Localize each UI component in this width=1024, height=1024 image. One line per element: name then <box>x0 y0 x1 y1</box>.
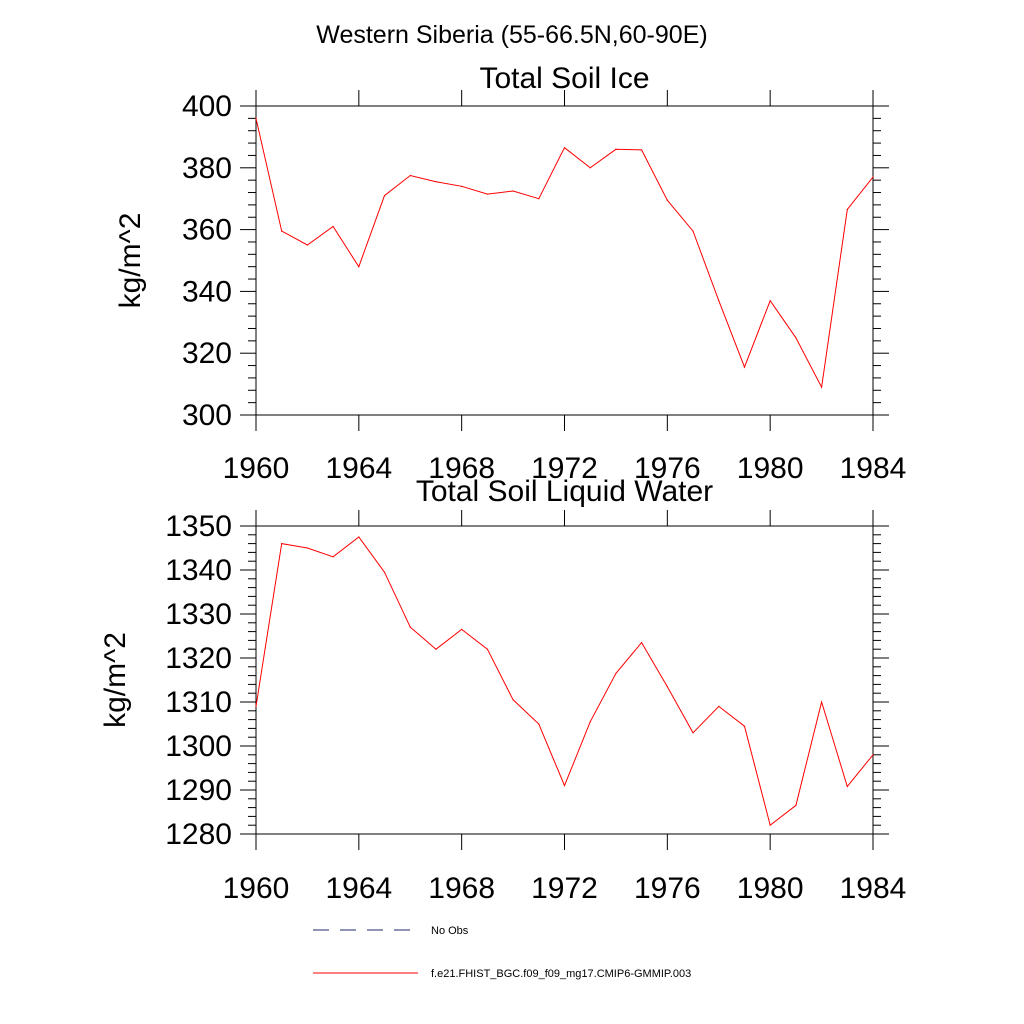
panel-0-data-point <box>872 176 874 178</box>
panel-1-data-point <box>718 705 720 708</box>
panel-1-frame <box>255 525 874 835</box>
panel-0-data-point <box>615 148 617 150</box>
panel-0-data-point <box>641 149 643 151</box>
panel-1-data-point <box>846 785 848 788</box>
panel-1-data-point <box>486 648 488 650</box>
panel-1-y-axis-label: kg/m^2 <box>99 632 132 728</box>
panel-0-y-tick-label: 300 <box>182 399 232 432</box>
panel-0-data-point <box>846 208 848 211</box>
panel-0-x-tick-label: 1960 <box>223 452 290 485</box>
main-title: Western Siberia (55-66.5N,60-90E) <box>316 21 707 49</box>
panel-1-title: Total Soil Liquid Water <box>416 475 713 508</box>
panel-1-data-point <box>589 721 591 723</box>
panel-0-y-tick-label: 320 <box>182 337 232 370</box>
panel-0-x-tick-label: 1964 <box>325 452 392 485</box>
panel-1-x-tick-label: 1972 <box>531 872 598 905</box>
panel-1-data-point <box>820 701 823 703</box>
panel-0-data-point <box>563 147 566 149</box>
panel-0-frame <box>255 105 874 416</box>
panel-1-data-point <box>692 732 694 734</box>
panel-1-data-point <box>872 754 874 756</box>
panel-1-x-tick-label: 1976 <box>634 872 701 905</box>
panel-0-data-point <box>692 230 694 232</box>
panel-total-soil-liquid-water: Total Soil Liquid Water kg/m^2 1960 1964 196… <box>99 475 906 905</box>
panel-1-series-line-0 <box>255 536 874 827</box>
panel-0-data-point <box>512 190 514 192</box>
panel-0-data-point <box>281 230 283 232</box>
panel-0-data-point <box>409 174 411 177</box>
panel-0-data-point <box>718 300 720 302</box>
panel-0-series-line-0 <box>255 118 874 389</box>
panel-0-data-point <box>769 300 771 302</box>
panel-0-data-point <box>743 366 746 368</box>
legend: No Obs f.e21.FHIST_BGC.f09_f09_mg17.CMIP… <box>313 925 691 980</box>
panel-1-data-point <box>255 705 257 708</box>
panel-1-data-point <box>666 686 668 688</box>
panel-1-x-tick-label: 1968 <box>428 872 495 905</box>
legend-model-label: f.e21.FHIST_BGC.f09_f09_mg17.CMIP6-GMMIP… <box>431 968 691 980</box>
panel-1-data-point <box>795 804 797 807</box>
panel-1-data-point <box>435 648 437 650</box>
panel-1-data-point <box>743 725 746 727</box>
panel-1-data-point <box>281 543 283 545</box>
panel-0-data-point <box>255 117 257 119</box>
panel-0-y-tick-label: 360 <box>182 214 232 247</box>
panel-0-y-tick-label: 340 <box>182 275 232 308</box>
panel-0-data-point <box>461 185 463 187</box>
panel-0-y-tick-label: 400 <box>182 90 232 123</box>
panel-1-data-point <box>641 642 643 644</box>
panel-1-data-point <box>383 571 386 573</box>
panel-0-data-point <box>666 199 668 201</box>
panel-0-x-tick-label: 1972 <box>531 452 598 485</box>
panel-0-data-point <box>795 337 797 339</box>
panel-1-data-point <box>512 699 514 701</box>
panel-0-title: Total Soil Ice <box>479 62 649 95</box>
panel-total-soil-ice: Total Soil Ice kg/m^2 1960 1964 1968 1972 1976… <box>114 62 906 485</box>
panel-0-data-point <box>358 266 360 268</box>
panel-0-data-point <box>306 244 309 246</box>
panel-0-data-point <box>589 167 591 169</box>
panel-1-y-tick-label: 1350 <box>165 510 232 543</box>
panel-1-y-tick-label: 1320 <box>165 642 232 675</box>
panel-0-data-point <box>538 198 540 200</box>
panel-0-data-point <box>486 193 488 195</box>
panel-1-data-point <box>563 785 566 787</box>
panel-1-x-tick-label: 1960 <box>223 872 290 905</box>
panel-1-data-point <box>615 672 617 675</box>
panel-0-data-point <box>332 225 334 228</box>
panel-1-data-point <box>332 556 334 558</box>
panel-1-x-tick-label: 1980 <box>737 872 804 905</box>
panel-1-data-point <box>358 536 360 538</box>
panel-1-y-tick-label: 1290 <box>165 774 232 807</box>
panel-0-x-tick-label: 1976 <box>634 452 701 485</box>
panel-1-y-tick-label: 1280 <box>165 818 232 851</box>
panel-0-x-tick-label: 1968 <box>428 452 495 485</box>
panel-0-y-axis-label: kg/m^2 <box>114 213 147 309</box>
panel-1-y-tick-label: 1330 <box>165 598 232 631</box>
panel-1-data-point <box>306 547 309 549</box>
panel-1-data-point <box>461 628 463 631</box>
panel-0-data-point <box>383 195 386 197</box>
panel-1-x-tick-label: 1984 <box>840 872 907 905</box>
panel-0-x-tick-label: 1984 <box>840 452 907 485</box>
panel-1-data-point <box>538 723 540 725</box>
panel-1-data-point <box>769 824 771 826</box>
panel-0-data-point <box>435 181 437 183</box>
legend-no-obs-label: No Obs <box>431 925 469 937</box>
panel-1-y-tick-label: 1310 <box>165 686 232 719</box>
panel-1-y-tick-label: 1340 <box>165 554 232 587</box>
panel-1-data-point <box>409 626 411 628</box>
panel-0-y-tick-label: 380 <box>182 152 232 185</box>
panel-1-y-tick-label: 1300 <box>165 730 232 763</box>
panel-0-x-tick-label: 1980 <box>737 452 804 485</box>
panel-0-data-point <box>820 386 823 388</box>
panel-1-x-tick-label: 1964 <box>325 872 392 905</box>
